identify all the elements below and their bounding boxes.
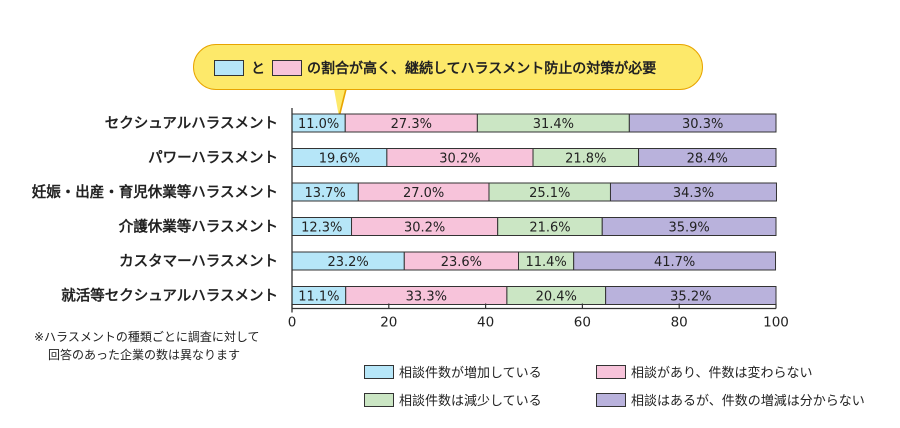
legend-swatch-decrease [364, 392, 394, 407]
data-label: 13.7% [304, 186, 345, 201]
data-label: 35.2% [670, 290, 711, 305]
category-label: 介護休業等ハラスメント [118, 218, 278, 236]
bar-segment [609, 182, 777, 202]
legend-item-unknown: 相談はあるが、件数の増減は分からない [596, 390, 892, 409]
x-tick-label: 40 [477, 315, 494, 331]
data-label: 19.6% [319, 152, 360, 167]
legend-swatch-unknown [596, 392, 626, 407]
category-label: カスタマーハラスメント [119, 253, 278, 270]
legend-label-unchanged: 相談があり、件数は変わらない [631, 366, 813, 381]
bar-segment [605, 286, 777, 305]
data-label: 28.4% [687, 152, 728, 167]
data-label: 33.3% [406, 290, 447, 305]
data-label: 31.4% [533, 117, 574, 132]
x-tick-label: 0 [288, 315, 297, 331]
callout-bubble: と の割合が高く、継続してハラスメント防止の対策が必要 [193, 44, 703, 90]
data-label: 12.3% [301, 221, 342, 236]
data-label: 21.6% [529, 221, 570, 236]
x-tick-label: 80 [671, 315, 688, 331]
legend-label-increase: 相談件数が増加している [399, 366, 542, 381]
footnote: ※ハラスメントの種類ごとに調査に対して 回答のあった企業の数は異なります [34, 328, 259, 364]
callout-tail [334, 88, 347, 118]
data-label: 11.1% [298, 290, 339, 305]
callout-connector: と [251, 61, 265, 77]
bar-segment [628, 113, 777, 133]
data-label: 35.9% [668, 221, 709, 236]
data-label: 30.3% [682, 117, 723, 132]
legend-label-decrease: 相談件数は減少している [399, 394, 542, 409]
data-label: 11.4% [525, 255, 566, 270]
footnote-line-1: ※ハラスメントの種類ごとに調査に対して [34, 330, 260, 344]
data-label: 27.0% [403, 186, 444, 201]
data-label: 23.6% [441, 255, 482, 270]
legend-item-unchanged: 相談があり、件数は変わらない [596, 362, 892, 381]
legend: 相談件数が増加している 相談があり、件数は変わらない 相談件数は減少している 相… [364, 362, 894, 409]
data-label: 41.7% [654, 255, 695, 270]
data-label: 21.8% [565, 152, 606, 167]
x-tick-label: 20 [380, 315, 397, 331]
category-label: パワーハラスメント [148, 150, 278, 167]
data-label: 27.3% [391, 117, 432, 132]
data-label: 30.2% [404, 221, 445, 236]
legend-swatch-increase [364, 364, 394, 379]
data-label: 11.0% [298, 117, 339, 132]
footnote-line-2: 回答のあった企業の数は異なります [48, 348, 241, 362]
legend-item-increase: 相談件数が増加している [364, 362, 596, 381]
legend-item-decrease: 相談件数は減少している [364, 390, 596, 409]
bar-segment [573, 251, 777, 271]
callout-swatch-increase [214, 60, 244, 76]
legend-label-unknown: 相談はあるが、件数の増減は分からない [631, 394, 865, 409]
data-label: 20.4% [536, 290, 577, 305]
category-label: 就活等セクシュアルハラスメント [61, 287, 278, 305]
callout-text: の割合が高く、継続してハラスメント防止の対策が必要 [307, 61, 657, 77]
category-label: 妊娠・出産・育児休業等ハラスメント [32, 183, 278, 201]
x-tick-label: 100 [763, 315, 789, 331]
data-label: 25.1% [529, 186, 570, 201]
legend-swatch-unchanged [596, 364, 626, 379]
data-label: 23.2% [327, 255, 368, 270]
data-label: 30.2% [439, 152, 480, 167]
category-label: セクシュアルハラスメント [105, 115, 278, 132]
x-tick-label: 60 [574, 315, 591, 331]
bar-segment [601, 217, 777, 236]
data-label: 34.3% [673, 186, 714, 201]
callout-swatch-unchanged [272, 60, 302, 76]
bar-segment [638, 148, 777, 167]
